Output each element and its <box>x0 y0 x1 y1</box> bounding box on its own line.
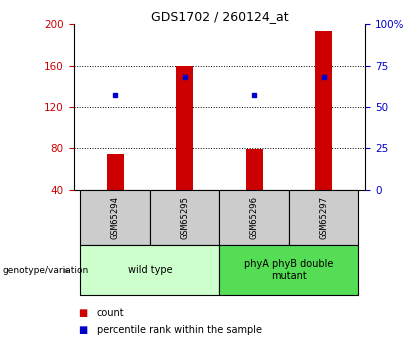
Bar <box>220 190 289 245</box>
Bar <box>107 154 124 190</box>
Text: GSM65295: GSM65295 <box>180 196 189 239</box>
Bar <box>220 245 358 295</box>
Bar <box>246 149 263 190</box>
Bar <box>81 190 150 245</box>
Text: phyA phyB double
mutant: phyA phyB double mutant <box>244 259 333 281</box>
Bar <box>289 190 358 245</box>
Text: wild type: wild type <box>128 265 172 275</box>
Bar <box>176 66 193 190</box>
Text: ■: ■ <box>78 308 87 318</box>
Title: GDS1702 / 260124_at: GDS1702 / 260124_at <box>151 10 288 23</box>
Text: percentile rank within the sample: percentile rank within the sample <box>97 325 262 335</box>
Bar <box>150 190 220 245</box>
Text: count: count <box>97 308 124 318</box>
Bar <box>315 31 332 190</box>
Text: GSM65297: GSM65297 <box>319 196 328 239</box>
Bar <box>81 245 220 295</box>
Text: ■: ■ <box>78 325 87 335</box>
Text: GSM65296: GSM65296 <box>250 196 259 239</box>
FancyArrowPatch shape <box>64 269 68 273</box>
Text: genotype/variation: genotype/variation <box>2 266 88 275</box>
Text: GSM65294: GSM65294 <box>111 196 120 239</box>
